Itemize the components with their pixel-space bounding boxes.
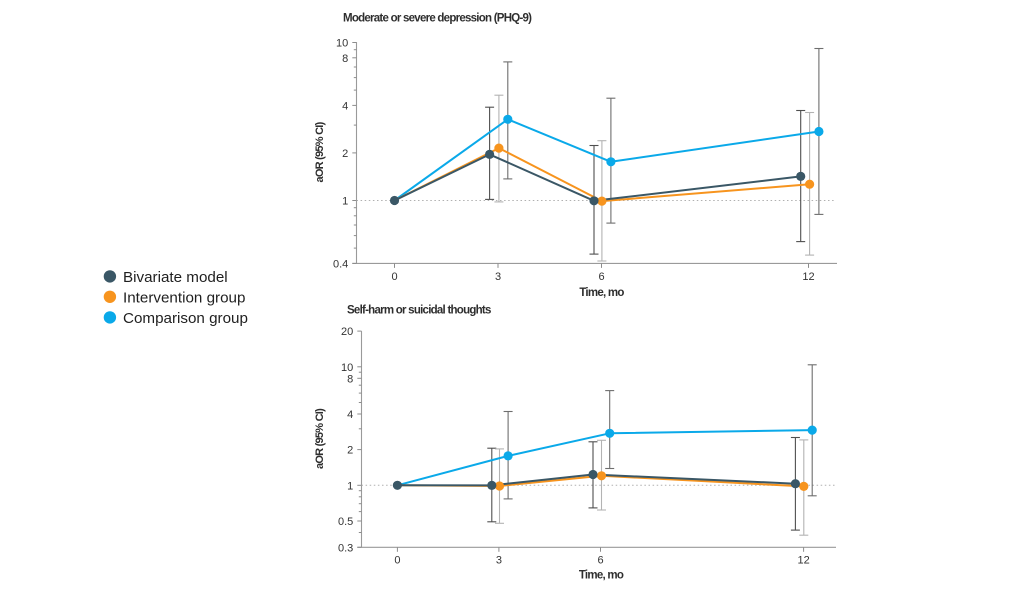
svg-text:6: 6 [598,271,604,283]
svg-text:Time, mo: Time, mo [579,287,624,299]
svg-text:aOR (95% CI): aOR (95% CI) [314,121,326,182]
svg-text:0.5: 0.5 [338,516,353,528]
svg-text:3: 3 [495,271,501,283]
svg-text:Time, mo: Time, mo [579,570,624,582]
svg-text:0.3: 0.3 [338,542,353,554]
svg-text:20: 20 [341,326,353,338]
svg-text:1: 1 [342,196,348,208]
svg-text:8: 8 [347,373,353,385]
svg-text:Self-harm or suicidal thoughts: Self-harm or suicidal thoughts [347,305,491,317]
svg-text:10: 10 [341,362,353,374]
svg-text:4: 4 [342,100,348,112]
svg-text:10: 10 [336,38,348,50]
svg-text:2: 2 [347,445,353,457]
svg-text:12: 12 [802,271,814,283]
svg-text:Bivariate model: Bivariate model [123,269,228,286]
svg-text:1: 1 [347,480,353,492]
svg-text:Comparison group: Comparison group [123,310,248,327]
svg-text:aOR (95% CI): aOR (95% CI) [314,408,326,469]
svg-text:6: 6 [597,555,603,567]
svg-text:Intervention group: Intervention group [123,289,245,306]
svg-text:3: 3 [496,555,502,567]
svg-text:0.4: 0.4 [333,258,348,270]
svg-text:0: 0 [391,271,397,283]
svg-text:4: 4 [347,409,353,421]
svg-text:0: 0 [394,555,400,567]
svg-text:8: 8 [342,53,348,65]
svg-text:12: 12 [797,555,809,567]
svg-text:2: 2 [342,148,348,160]
svg-text:Moderate or severe depression: Moderate or severe depression (PHQ-9) [343,13,532,25]
